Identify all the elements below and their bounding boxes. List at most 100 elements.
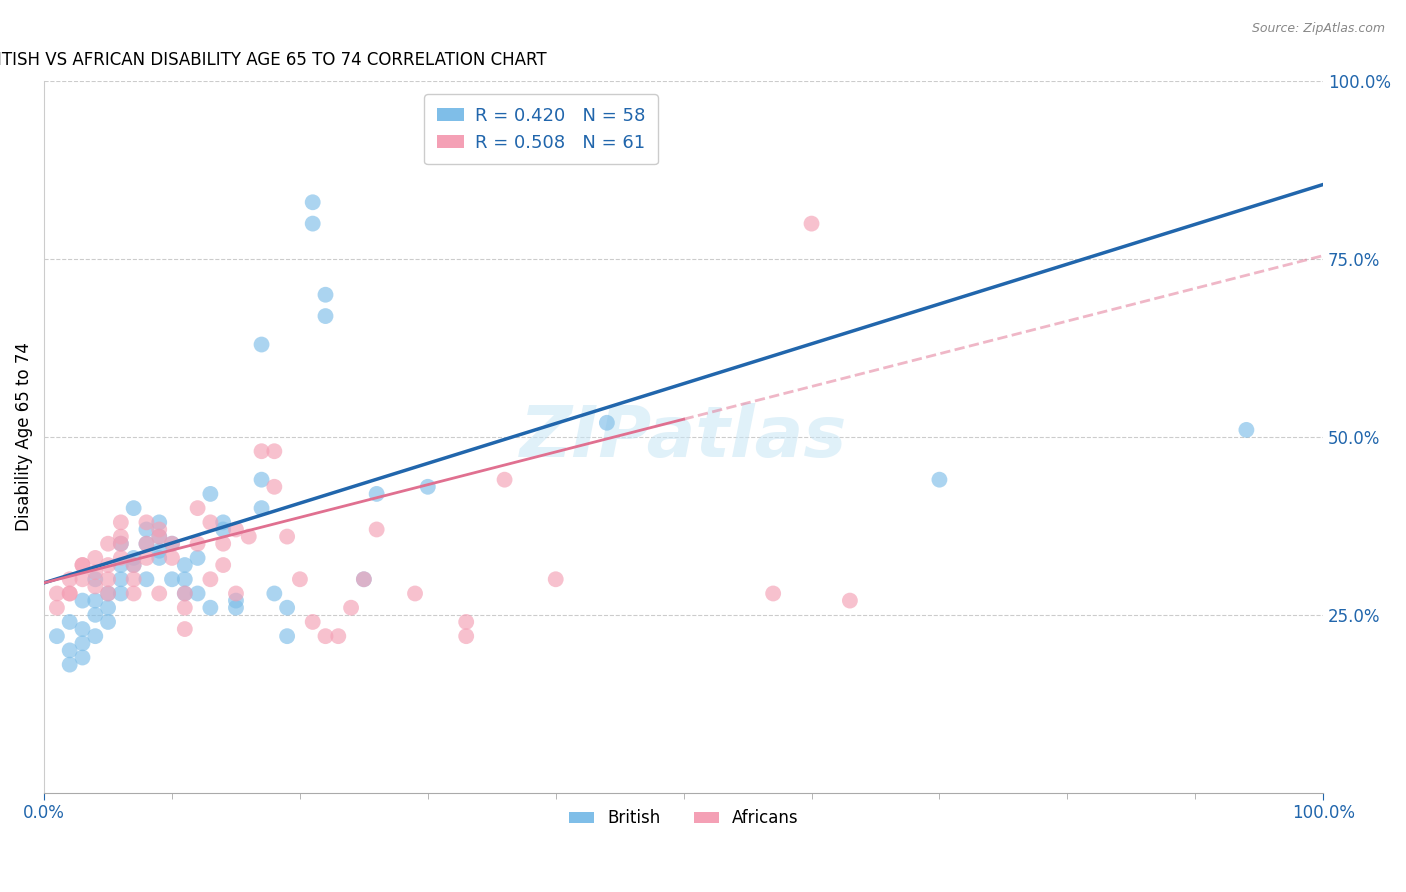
Point: [148, 530, 170, 544]
Point: [59, 572, 82, 586]
Point: [122, 572, 145, 586]
Point: [160, 550, 183, 565]
Point: [250, 337, 273, 351]
Point: [97, 537, 120, 551]
Point: [97, 586, 120, 600]
Point: [72, 650, 94, 665]
Point: [212, 558, 235, 572]
Point: [250, 501, 273, 516]
Point: [160, 537, 183, 551]
Point: [494, 473, 516, 487]
Point: [187, 586, 209, 600]
Point: [301, 217, 323, 231]
Point: [263, 444, 285, 458]
Point: [212, 537, 235, 551]
Point: [276, 530, 298, 544]
Point: [45, 586, 67, 600]
Point: [59, 615, 82, 629]
Point: [173, 572, 195, 586]
Text: BRITISH VS AFRICAN DISABILITY AGE 65 TO 74 CORRELATION CHART: BRITISH VS AFRICAN DISABILITY AGE 65 TO …: [0, 51, 547, 69]
Point: [135, 516, 157, 530]
Point: [225, 600, 247, 615]
Point: [288, 572, 311, 586]
Y-axis label: Disability Age 65 to 74: Disability Age 65 to 74: [15, 343, 32, 532]
Point: [173, 622, 195, 636]
Point: [84, 579, 107, 593]
Text: Source: ZipAtlas.com: Source: ZipAtlas.com: [1251, 22, 1385, 36]
Point: [250, 473, 273, 487]
Point: [1234, 423, 1257, 437]
Point: [250, 444, 273, 458]
Point: [110, 537, 132, 551]
Point: [301, 615, 323, 629]
Point: [72, 622, 94, 636]
Point: [84, 629, 107, 643]
Point: [225, 586, 247, 600]
Point: [238, 530, 260, 544]
Point: [110, 586, 132, 600]
Point: [110, 558, 132, 572]
Point: [328, 629, 350, 643]
Point: [315, 287, 337, 301]
Point: [97, 615, 120, 629]
Point: [59, 643, 82, 657]
Point: [110, 572, 132, 586]
Point: [135, 550, 157, 565]
Point: [263, 480, 285, 494]
Point: [135, 537, 157, 551]
Point: [72, 636, 94, 650]
Point: [122, 558, 145, 572]
Point: [160, 537, 183, 551]
Point: [110, 550, 132, 565]
Point: [122, 586, 145, 600]
Point: [72, 572, 94, 586]
Point: [84, 550, 107, 565]
Point: [225, 523, 247, 537]
Point: [110, 530, 132, 544]
Point: [148, 530, 170, 544]
Point: [84, 572, 107, 586]
Point: [72, 558, 94, 572]
Point: [173, 558, 195, 572]
Point: [97, 600, 120, 615]
Point: [353, 572, 375, 586]
Point: [59, 657, 82, 672]
Point: [456, 629, 478, 643]
Point: [148, 586, 170, 600]
Point: [200, 600, 222, 615]
Point: [97, 586, 120, 600]
Point: [148, 550, 170, 565]
Point: [366, 487, 388, 501]
Point: [366, 523, 388, 537]
Point: [187, 550, 209, 565]
Point: [263, 586, 285, 600]
Point: [148, 516, 170, 530]
Legend: British, Africans: British, Africans: [562, 803, 806, 834]
Point: [225, 593, 247, 607]
Point: [122, 501, 145, 516]
Point: [276, 629, 298, 643]
Point: [148, 523, 170, 537]
Point: [200, 516, 222, 530]
Point: [122, 558, 145, 572]
Point: [315, 309, 337, 323]
Point: [187, 537, 209, 551]
Point: [416, 480, 439, 494]
Point: [45, 629, 67, 643]
Point: [59, 586, 82, 600]
Point: [45, 600, 67, 615]
Point: [160, 572, 183, 586]
Point: [72, 558, 94, 572]
Point: [135, 537, 157, 551]
Point: [928, 473, 950, 487]
Point: [404, 586, 426, 600]
Point: [800, 217, 823, 231]
Point: [456, 615, 478, 629]
Point: [135, 572, 157, 586]
Point: [110, 516, 132, 530]
Point: [276, 600, 298, 615]
Point: [135, 523, 157, 537]
Point: [84, 593, 107, 607]
Point: [148, 543, 170, 558]
Point: [212, 523, 235, 537]
